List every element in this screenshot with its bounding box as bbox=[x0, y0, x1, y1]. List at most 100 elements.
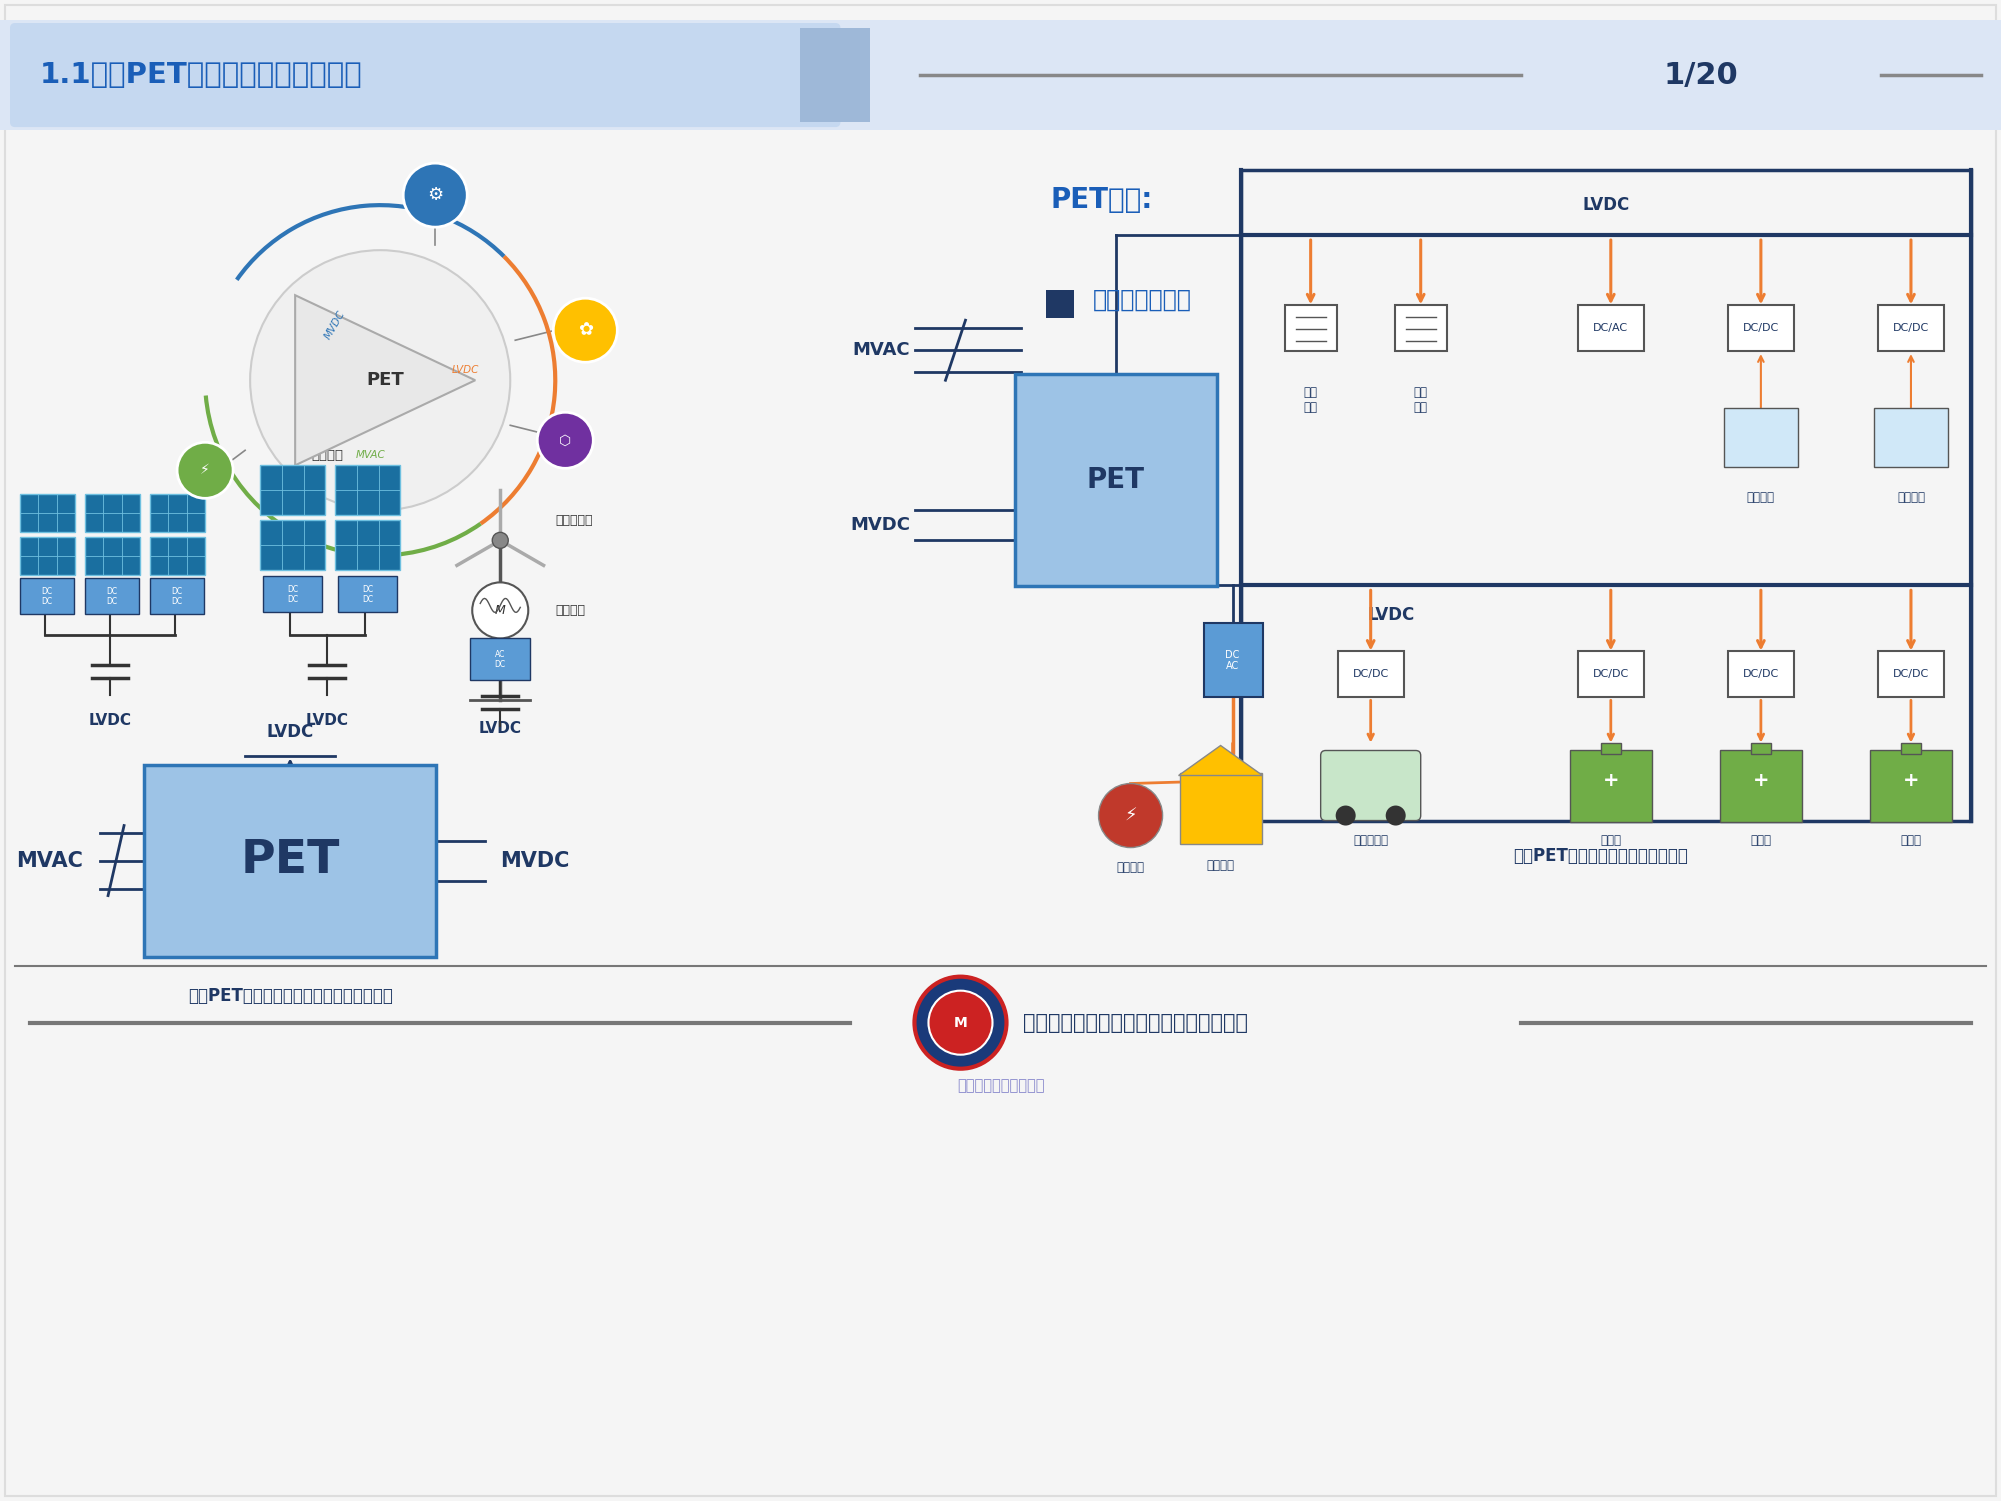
FancyBboxPatch shape bbox=[150, 494, 204, 533]
Text: MVDC: MVDC bbox=[500, 851, 570, 871]
Circle shape bbox=[552, 299, 616, 362]
Text: 光伏发电: 光伏发电 bbox=[1897, 491, 1925, 504]
FancyBboxPatch shape bbox=[1579, 305, 1645, 351]
FancyBboxPatch shape bbox=[1203, 623, 1263, 698]
Text: ⚡: ⚡ bbox=[200, 464, 210, 477]
FancyBboxPatch shape bbox=[1045, 290, 1073, 318]
Text: 《电工技术学报》发布: 《电工技术学报》发布 bbox=[956, 1078, 1045, 1093]
Text: M: M bbox=[494, 603, 506, 617]
Text: 汽车充电桩: 汽车充电桩 bbox=[1353, 835, 1389, 847]
FancyBboxPatch shape bbox=[86, 578, 140, 614]
Text: LVDC: LVDC bbox=[1367, 606, 1415, 624]
FancyBboxPatch shape bbox=[336, 465, 400, 515]
Text: DC
DC: DC DC bbox=[42, 587, 52, 606]
Text: DC/DC: DC/DC bbox=[1353, 669, 1389, 680]
Text: LVDC: LVDC bbox=[478, 720, 522, 735]
FancyBboxPatch shape bbox=[1321, 750, 1421, 821]
Text: DC/AC: DC/AC bbox=[1593, 323, 1629, 333]
FancyBboxPatch shape bbox=[1395, 305, 1447, 351]
FancyBboxPatch shape bbox=[1045, 390, 1073, 419]
Text: 基于PET的新能源中压交直流混合并网系统: 基于PET的新能源中压交直流混合并网系统 bbox=[188, 986, 392, 1004]
Circle shape bbox=[492, 533, 508, 548]
Text: MVDC: MVDC bbox=[850, 516, 910, 534]
FancyBboxPatch shape bbox=[20, 494, 76, 533]
Text: PET特点:: PET特点: bbox=[1051, 186, 1153, 215]
Text: DC/DC: DC/DC bbox=[1893, 323, 1929, 333]
FancyBboxPatch shape bbox=[150, 537, 204, 575]
Text: ⬡: ⬡ bbox=[558, 434, 572, 447]
Text: MVDC: MVDC bbox=[322, 309, 348, 341]
Text: 风力发电机: 风力发电机 bbox=[556, 513, 592, 527]
Circle shape bbox=[1099, 784, 1163, 848]
Text: ⚡: ⚡ bbox=[1125, 806, 1137, 824]
Text: 多端口、多功能: 多端口、多功能 bbox=[1093, 288, 1191, 312]
Text: 光伏阵列: 光伏阵列 bbox=[312, 449, 342, 462]
Text: +: + bbox=[1603, 772, 1619, 790]
FancyBboxPatch shape bbox=[1875, 408, 1949, 467]
FancyBboxPatch shape bbox=[1725, 408, 1797, 467]
FancyBboxPatch shape bbox=[1901, 743, 1921, 754]
FancyBboxPatch shape bbox=[144, 764, 436, 956]
Text: M: M bbox=[954, 1016, 966, 1030]
Text: 感应电机: 感应电机 bbox=[556, 603, 584, 617]
FancyBboxPatch shape bbox=[336, 521, 400, 570]
FancyBboxPatch shape bbox=[1579, 651, 1645, 698]
FancyBboxPatch shape bbox=[260, 465, 324, 515]
FancyBboxPatch shape bbox=[86, 537, 140, 575]
FancyBboxPatch shape bbox=[1729, 305, 1795, 351]
Circle shape bbox=[1385, 806, 1405, 826]
Text: DC
DC: DC DC bbox=[172, 587, 182, 606]
FancyBboxPatch shape bbox=[20, 537, 76, 575]
Text: LVDC: LVDC bbox=[88, 713, 132, 728]
Text: 1.1基于PET的交直流混合电网介绍: 1.1基于PET的交直流混合电网介绍 bbox=[40, 62, 362, 89]
Text: MVAC: MVAC bbox=[852, 341, 910, 359]
Text: PET: PET bbox=[240, 838, 340, 883]
Text: 直流
负荷: 直流 负荷 bbox=[1305, 386, 1317, 414]
Text: 扩展灵活、能量可控: 扩展灵活、能量可控 bbox=[1093, 389, 1221, 413]
Text: +: + bbox=[1753, 772, 1769, 790]
Polygon shape bbox=[1179, 746, 1263, 776]
FancyBboxPatch shape bbox=[260, 521, 324, 570]
Text: AC
DC: AC DC bbox=[494, 650, 506, 669]
Text: DC
DC: DC DC bbox=[106, 587, 118, 606]
FancyBboxPatch shape bbox=[0, 20, 2001, 131]
Text: 基于PET的中压交直流混合配电网络: 基于PET的中压交直流混合配电网络 bbox=[1513, 847, 1689, 865]
Text: 直流
负荷: 直流 负荷 bbox=[1415, 386, 1427, 414]
FancyBboxPatch shape bbox=[1181, 773, 1261, 844]
Text: DC
DC: DC DC bbox=[286, 585, 298, 603]
FancyBboxPatch shape bbox=[338, 576, 398, 612]
FancyBboxPatch shape bbox=[470, 638, 530, 680]
Circle shape bbox=[1337, 806, 1357, 826]
FancyBboxPatch shape bbox=[800, 29, 870, 122]
Text: DC/DC: DC/DC bbox=[1743, 323, 1779, 333]
FancyBboxPatch shape bbox=[1729, 651, 1795, 698]
Text: LVDC: LVDC bbox=[1583, 197, 1629, 215]
Text: MVAC: MVAC bbox=[356, 450, 384, 461]
Text: DC/DC: DC/DC bbox=[1743, 669, 1779, 680]
FancyBboxPatch shape bbox=[1015, 374, 1217, 587]
Text: LVDC: LVDC bbox=[306, 713, 348, 728]
Text: ✿: ✿ bbox=[578, 321, 592, 339]
Circle shape bbox=[176, 443, 232, 498]
Text: +: + bbox=[1903, 772, 1919, 790]
FancyBboxPatch shape bbox=[1601, 743, 1621, 754]
Text: 蓄电池: 蓄电池 bbox=[1751, 835, 1771, 847]
Text: DC
AC: DC AC bbox=[1225, 650, 1241, 671]
FancyBboxPatch shape bbox=[20, 578, 74, 614]
Circle shape bbox=[914, 977, 1007, 1069]
FancyBboxPatch shape bbox=[1871, 750, 1953, 821]
FancyBboxPatch shape bbox=[10, 23, 840, 128]
Circle shape bbox=[402, 164, 468, 227]
Text: LVDC: LVDC bbox=[266, 723, 314, 741]
FancyBboxPatch shape bbox=[1571, 750, 1653, 821]
Text: 风力发电: 风力发电 bbox=[1747, 491, 1775, 504]
FancyBboxPatch shape bbox=[1879, 651, 1945, 698]
Text: PET: PET bbox=[1087, 467, 1145, 494]
Text: ⚙: ⚙ bbox=[426, 186, 444, 204]
Text: 交流负荷: 交流负荷 bbox=[1117, 862, 1145, 874]
FancyBboxPatch shape bbox=[1045, 491, 1073, 518]
Text: 1/20: 1/20 bbox=[1663, 60, 1739, 90]
Text: 蓄电池: 蓄电池 bbox=[1601, 835, 1621, 847]
Circle shape bbox=[472, 582, 528, 638]
Circle shape bbox=[536, 413, 592, 468]
